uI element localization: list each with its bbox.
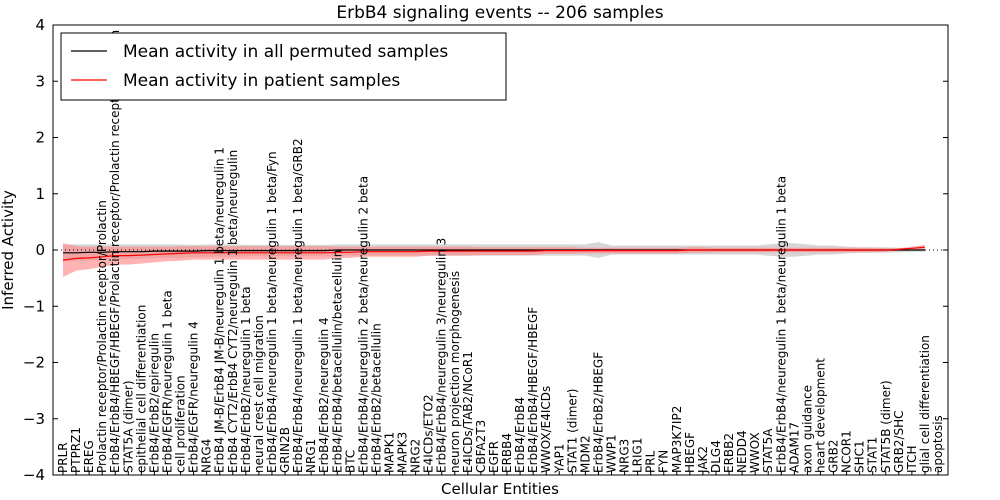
- x-tick-label: MAPK1: [383, 432, 397, 473]
- x-tick-label: LRIG1: [631, 438, 645, 474]
- x-tick-label: NCOR1: [840, 430, 854, 473]
- y-tick-label: 0: [35, 241, 45, 259]
- x-tick-label: YAP1: [552, 444, 566, 474]
- x-tick-label: GRIN2B: [278, 427, 292, 473]
- x-tick-label: epithelial cell differentiation: [134, 305, 148, 473]
- x-tick-label: Prolactin receptor/Prolactin receptor/Pr…: [95, 200, 109, 473]
- x-tick-label: FYN: [657, 450, 671, 473]
- chart-title: ErbB4 signaling events -- 206 samples: [336, 3, 663, 23]
- x-tick-label: axon guidance: [800, 385, 814, 473]
- x-tick-label: MDM2: [578, 435, 592, 473]
- x-tick-label: NRG4: [200, 439, 214, 473]
- x-tick-label: NEDD4: [735, 430, 749, 473]
- legend-box: [60, 32, 507, 101]
- x-tick-label: JAK2: [696, 446, 710, 474]
- x-tick-label: WWP1: [605, 434, 619, 473]
- x-tick-label: STAT5B (dimer): [879, 380, 893, 473]
- y-tick-label: −1: [23, 297, 45, 315]
- x-tick-label: SHC1: [853, 440, 867, 473]
- x-tick-label: HBEGF: [683, 432, 697, 473]
- x-tick-label: MAPK3: [396, 432, 410, 473]
- x-tick-label: ERBB2: [722, 433, 736, 473]
- x-tick-labels: PRLR PTPRZ1 EREG Prolactin receptor/Prolact…: [56, 30, 945, 475]
- x-tick-label: E4ICDs/TAB2/NCoR1: [461, 351, 475, 473]
- y-tick-label: 1: [35, 185, 45, 203]
- series-lines: [62, 246, 925, 261]
- x-tick-label: GRB2: [827, 439, 841, 473]
- x-tick-label: STAT5A: [761, 428, 775, 473]
- x-tick-label: ErbB4 JM-B/ErbB4 JM-B/neuregulin 1 beta/…: [213, 147, 227, 473]
- x-tick-label: cell proliferation: [174, 375, 188, 473]
- x-tick-label: ErbB4/ErbB2/neuregulin 1 beta: [239, 286, 253, 473]
- x-tick-label: DLG4: [709, 440, 723, 473]
- x-tick-label: PTPRZ1: [69, 427, 83, 473]
- x-tick-label: STAT1 (dimer): [565, 389, 579, 473]
- x-tick-label: ADAM17: [787, 422, 801, 473]
- y-axis: −4 −3 −2 −1 0 1 2 3 4: [23, 16, 948, 484]
- x-tick-label: ErbB4/EGFR/neuregulin 1 beta: [161, 290, 175, 473]
- x-tick-label: ErbB4/ErbB4/neuregulin 1 beta/neuregulin…: [774, 176, 788, 473]
- y-tick-label: 2: [35, 129, 45, 147]
- x-axis-label: Cellular Entities: [441, 480, 559, 498]
- x-tick-label: ErbB4/ErbB4/neuregulin 1 beta/neuregulin…: [291, 138, 305, 473]
- x-tick-label: ErbB4/EGFR/neuregulin 4: [187, 321, 201, 473]
- x-tick-label: ErbB4/ErbB2/neuregulin 4: [317, 317, 331, 473]
- line-patient-samples: [62, 246, 925, 261]
- legend-label-permuted: Mean activity in all permuted samples: [123, 42, 448, 62]
- x-tick-label: ErbB4/ErbB4/HBEGF/HBEGF/Prolactin recept…: [108, 30, 122, 473]
- x-tick-label: ErbB4 CYT2/ErbB4 CYT2/neuregulin 1 beta/…: [226, 150, 240, 473]
- x-tick-label: neuron projection morphogenesis: [448, 271, 462, 473]
- x-tick-label: ErbB4/ErbB2/epiregulin: [147, 333, 161, 473]
- x-tick-label: NRG1: [304, 439, 318, 473]
- x-tick-label: EGFR: [487, 441, 501, 473]
- x-tick-label: WWOX/E4ICDs: [539, 386, 553, 473]
- x-tick-label: glial cell differentiation: [918, 335, 932, 473]
- x-tick-label: ErbB4/ErbB2/HBEGF: [591, 352, 605, 473]
- x-tick-label: ErbB4/ErbB4/neuregulin 3/neuregulin 3: [435, 238, 449, 473]
- x-tick-label: apoptosis: [931, 415, 945, 473]
- x-tick-label: ErbB4/ErbB4/neuregulin 1 beta/neuregulin…: [265, 151, 279, 473]
- x-tick-label: ITCH: [905, 445, 919, 473]
- y-tick-label: −2: [23, 354, 45, 372]
- y-axis-label: Inferred Activity: [0, 190, 17, 310]
- x-tick-label: MAP3K7IP2: [670, 406, 684, 473]
- x-tick-label: ErbB4/ErbB4/betacellulin/betacellulin: [330, 250, 344, 473]
- y-tick-label: 4: [35, 16, 45, 34]
- x-tick-label: ErbB4/ErbB4: [513, 397, 527, 473]
- x-tick-label: ErbB4/ErbB4/HBEGF/HBEGF: [526, 307, 540, 473]
- y-tick-label: 3: [35, 72, 45, 90]
- x-tick-label: GRB2/SHC: [892, 410, 906, 473]
- x-tick-label: BTC: [343, 450, 357, 473]
- band-patient-samples: [63, 243, 925, 277]
- x-tick-label: heart development: [814, 358, 828, 473]
- x-tick-label: EREG: [82, 440, 96, 473]
- x-tick-label: STAT5A (dimer): [121, 380, 135, 473]
- y-tick-label: −4: [23, 466, 45, 484]
- x-tick-label: PRL: [644, 450, 658, 473]
- legend-label-patient: Mean activity in patient samples: [123, 71, 400, 91]
- x-tick-label: ERBB4: [500, 433, 514, 473]
- x-tick-label: neural crest cell migration: [252, 315, 266, 473]
- legend: Mean activity in all permuted samples Me…: [60, 32, 507, 101]
- x-tick-label: NRG2: [409, 439, 423, 473]
- x-tick-label: CBFA2T3: [474, 420, 488, 473]
- x-tick-label: WWOX: [748, 432, 762, 473]
- x-tick-label: PRLR: [56, 442, 70, 473]
- x-tick-label: ErbB4/ErbB4/neuregulin 2 beta/neuregulin…: [356, 176, 370, 473]
- x-tick-label: E4ICDs/ETO2: [422, 394, 436, 473]
- x-tick-label: STAT1: [866, 437, 880, 473]
- x-tick-label: ErbB4/ErbB2/betacellulin: [369, 323, 383, 473]
- x-tick-label: NRG3: [618, 439, 632, 473]
- y-tick-label: −3: [23, 410, 45, 428]
